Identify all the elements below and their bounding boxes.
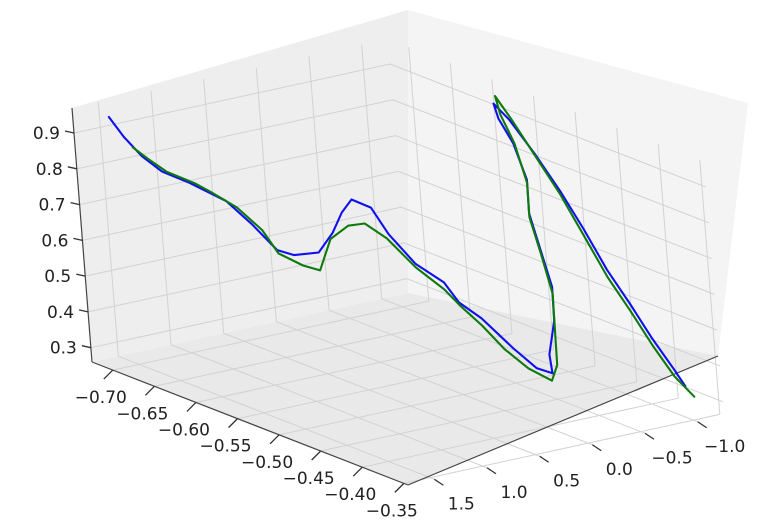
series-lines bbox=[107, 94, 696, 398]
x-grid-line-4 bbox=[278, 365, 596, 436]
z-tick-label-2: 0.5 bbox=[44, 267, 71, 287]
z-tick-label-0: 0.3 bbox=[50, 339, 77, 359]
x-grid-line-2 bbox=[195, 332, 513, 403]
x-tick-label-1: −0.65 bbox=[116, 404, 168, 424]
y-tick-label-1: −0.5 bbox=[651, 448, 692, 468]
z-tick-label-5: 0.8 bbox=[36, 160, 63, 180]
y-tick-label-4: 1.0 bbox=[500, 483, 527, 503]
y-axis-line bbox=[407, 355, 719, 486]
x-tick-mark-7 bbox=[394, 482, 405, 493]
y-axis-ticks: −1.0 −0.5 0.0 0.5 1.0 1.5 bbox=[433, 421, 745, 514]
z-tick-mark-2 bbox=[76, 273, 86, 277]
z-tick-mark-4 bbox=[70, 201, 80, 206]
x-grid-wall-3 bbox=[533, 95, 555, 350]
z-grid-line-6 bbox=[73, 63, 707, 188]
y-grid-floor-4 bbox=[170, 344, 488, 469]
x-grid-line-1 bbox=[154, 316, 471, 387]
x-tick-mark-1 bbox=[144, 385, 155, 396]
y-grid-floor-0 bbox=[381, 298, 698, 423]
y-grid-floor-3 bbox=[223, 332, 540, 457]
y-grid-wall-5 bbox=[97, 102, 119, 357]
x-tick-label-6: −0.40 bbox=[324, 485, 376, 505]
z-tick-mark-3 bbox=[73, 237, 83, 242]
y-tick-mark-4 bbox=[486, 467, 497, 475]
z-tick-label-1: 0.4 bbox=[47, 303, 74, 323]
y-grid-wall-0 bbox=[361, 44, 383, 299]
y-tick-mark-2 bbox=[591, 444, 602, 452]
y-tick-label-0: −1.0 bbox=[704, 437, 745, 457]
x-grid-wall-5 bbox=[616, 127, 638, 383]
z-grid-line-1 bbox=[87, 242, 721, 367]
z-grid-line-2 bbox=[85, 206, 718, 331]
x-tick-mark-2 bbox=[186, 402, 197, 412]
x-grid-wall-1 bbox=[449, 63, 471, 318]
y-grid-floor-5 bbox=[118, 355, 435, 480]
z-grid-line-3 bbox=[82, 170, 715, 295]
z-grid-line-0 bbox=[90, 278, 724, 403]
y-grid-wall-2 bbox=[255, 67, 277, 322]
grid-lines bbox=[73, 44, 724, 484]
z-tick-mark-0 bbox=[81, 345, 92, 349]
axes bbox=[71, 107, 719, 486]
x-grid-wall-0 bbox=[408, 47, 430, 302]
x-tick-label-4: −0.50 bbox=[241, 453, 293, 473]
x-tick-mark-3 bbox=[228, 418, 238, 429]
z-axis-ticks: 0.3 0.4 0.5 0.6 0.7 0.8 0.9 bbox=[33, 124, 92, 359]
y-tick-label-3: 0.5 bbox=[553, 471, 580, 491]
x-grid-line-5 bbox=[320, 381, 637, 452]
x-tick-mark-0 bbox=[103, 369, 114, 380]
y-grid-wall-1 bbox=[308, 56, 330, 311]
y-tick-mark-3 bbox=[539, 455, 550, 463]
z-tick-label-3: 0.6 bbox=[41, 231, 68, 251]
x-grid-wall-2 bbox=[491, 79, 513, 334]
x-tick-mark-6 bbox=[352, 466, 363, 477]
x-grid-wall-6 bbox=[657, 144, 679, 399]
x-grid-line-0 bbox=[112, 300, 429, 371]
series-line-1 bbox=[131, 94, 696, 398]
y-grid-floor-1 bbox=[328, 309, 646, 434]
y-tick-label-5: 1.5 bbox=[448, 494, 475, 514]
y-tick-mark-1 bbox=[644, 432, 655, 440]
y-tick-mark-0 bbox=[697, 421, 708, 429]
x-tick-label-7: −0.35 bbox=[366, 501, 418, 521]
x-tick-label-2: −0.60 bbox=[158, 420, 210, 440]
chart-panes bbox=[72, 10, 748, 485]
x-tick-label-0: −0.70 bbox=[75, 388, 127, 408]
left-pane bbox=[72, 10, 408, 362]
y-tick-mark-5 bbox=[433, 478, 444, 486]
z-axis-line bbox=[71, 107, 93, 363]
z-tick-mark-1 bbox=[78, 309, 89, 313]
y-tick-label-2: 0.0 bbox=[606, 460, 633, 480]
x-grid-wall-7 bbox=[699, 160, 721, 415]
x-tick-mark-5 bbox=[311, 450, 322, 461]
x-axis-line bbox=[91, 361, 409, 486]
x-axis-ticks: −0.70−0.65−0.60−0.55−0.50−0.45−0.40−0.35 bbox=[75, 369, 418, 521]
x-tick-label-3: −0.55 bbox=[199, 437, 251, 457]
z-tick-mark-5 bbox=[67, 166, 77, 170]
y-grid-wall-3 bbox=[203, 79, 225, 334]
z-grid-line-5 bbox=[76, 99, 709, 224]
y-grid-floor-2 bbox=[276, 321, 593, 446]
floor-pane bbox=[92, 293, 718, 485]
x-grid-line-6 bbox=[362, 397, 679, 468]
series-line-0 bbox=[107, 102, 687, 388]
x-tick-label-5: −0.45 bbox=[283, 469, 335, 489]
z-tick-label-6: 0.9 bbox=[33, 124, 60, 144]
x-grid-line-7 bbox=[403, 413, 720, 484]
x-tick-mark-4 bbox=[269, 434, 280, 445]
z-tick-label-4: 0.7 bbox=[39, 196, 66, 216]
z-tick-mark-6 bbox=[64, 130, 75, 134]
x-grid-line-3 bbox=[237, 349, 554, 420]
y-grid-wall-4 bbox=[150, 90, 172, 345]
